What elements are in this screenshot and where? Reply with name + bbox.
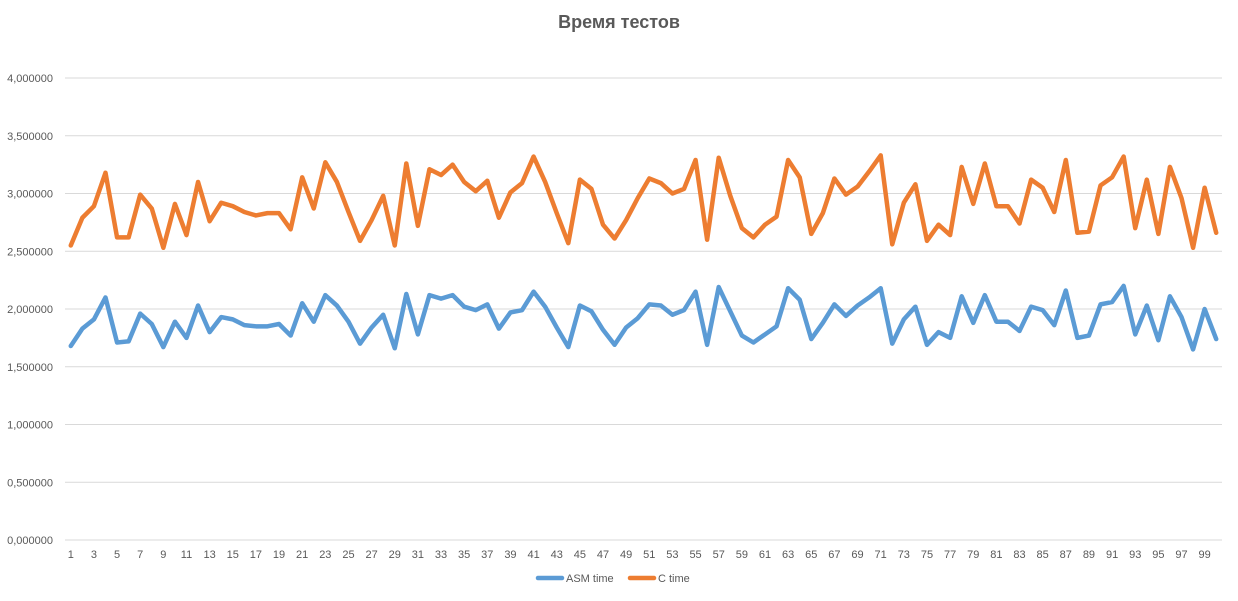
x-tick-label: 15 [227, 549, 239, 561]
x-tick-label: 41 [527, 549, 539, 561]
x-tick-label: 99 [1199, 549, 1211, 561]
x-tick-label: 45 [574, 549, 586, 561]
series-line-asm-time [68, 283, 1219, 352]
x-tick-label: 5 [114, 549, 120, 561]
legend-item-asm-time: ASM time [535, 573, 614, 585]
x-tick-label: 7 [137, 549, 143, 561]
x-tick-label: 3 [91, 549, 97, 561]
x-axis-tick-labels: 1 3 5 7 9 11 13 15 17 19 21 23 25 27 29 31 33 35 37 39 41 43 4… [68, 549, 1211, 561]
x-tick-label: 59 [736, 549, 748, 561]
x-tick-label: 17 [250, 549, 262, 561]
y-tick-label: 2,000000 [7, 304, 53, 316]
x-tick-label: 49 [620, 549, 632, 561]
x-tick-label: 25 [342, 549, 354, 561]
x-tick-label: 83 [1013, 549, 1025, 561]
x-tick-label: 35 [458, 549, 470, 561]
x-tick-label: 75 [921, 549, 933, 561]
x-tick-label: 11 [181, 549, 192, 561]
y-tick-label: 0,500000 [7, 477, 53, 489]
x-tick-label: 69 [851, 549, 863, 561]
x-tick-label: 89 [1083, 549, 1095, 561]
legend-item-c-time: C time [627, 573, 690, 585]
x-tick-label: 23 [319, 549, 331, 561]
y-tick-label: 2,500000 [7, 246, 53, 258]
x-tick-label: 9 [160, 549, 166, 561]
legend: ASM time C time [535, 573, 690, 585]
legend-label: C time [658, 573, 690, 585]
x-tick-label: 21 [296, 549, 308, 561]
x-tick-label: 55 [689, 549, 701, 561]
x-tick-label: 65 [805, 549, 817, 561]
y-tick-label: 0,000000 [7, 535, 53, 547]
y-tick-label: 3,500000 [7, 131, 53, 143]
y-tick-label: 1,500000 [7, 362, 53, 374]
x-tick-label: 47 [597, 549, 609, 561]
x-tick-label: 85 [1037, 549, 1049, 561]
series-line-c-time [68, 153, 1219, 251]
x-tick-label: 87 [1060, 549, 1072, 561]
x-tick-label: 77 [944, 549, 956, 561]
x-tick-label: 33 [435, 549, 447, 561]
x-tick-label: 63 [782, 549, 794, 561]
y-axis-tick-labels: 0,000000 0,500000 1,000000 1,500000 2,000000… [7, 73, 53, 547]
x-tick-label: 79 [967, 549, 979, 561]
chart-title: Время тестов [558, 12, 680, 32]
x-tick-label: 73 [898, 549, 910, 561]
x-tick-label: 31 [412, 549, 424, 561]
series-lines [68, 153, 1219, 352]
x-tick-label: 39 [504, 549, 516, 561]
x-tick-label: 67 [828, 549, 840, 561]
x-tick-label: 13 [204, 549, 216, 561]
x-tick-label: 91 [1106, 549, 1118, 561]
x-tick-label: 71 [875, 549, 887, 561]
legend-label: ASM time [566, 573, 614, 585]
x-tick-label: 53 [666, 549, 678, 561]
x-tick-label: 37 [481, 549, 493, 561]
x-tick-label: 93 [1129, 549, 1141, 561]
x-tick-label: 19 [273, 549, 285, 561]
y-tick-label: 1,000000 [7, 420, 53, 432]
x-tick-label: 51 [643, 549, 655, 561]
x-tick-label: 95 [1152, 549, 1164, 561]
x-tick-label: 57 [713, 549, 725, 561]
x-tick-label: 97 [1175, 549, 1187, 561]
y-tick-label: 3,000000 [7, 189, 53, 201]
x-tick-label: 27 [365, 549, 377, 561]
x-tick-label: 61 [759, 549, 771, 561]
x-tick-label: 81 [990, 549, 1002, 561]
x-tick-label: 29 [389, 549, 401, 561]
y-tick-label: 4,000000 [7, 73, 53, 85]
x-tick-label: 1 [68, 549, 74, 561]
x-tick-label: 43 [551, 549, 563, 561]
